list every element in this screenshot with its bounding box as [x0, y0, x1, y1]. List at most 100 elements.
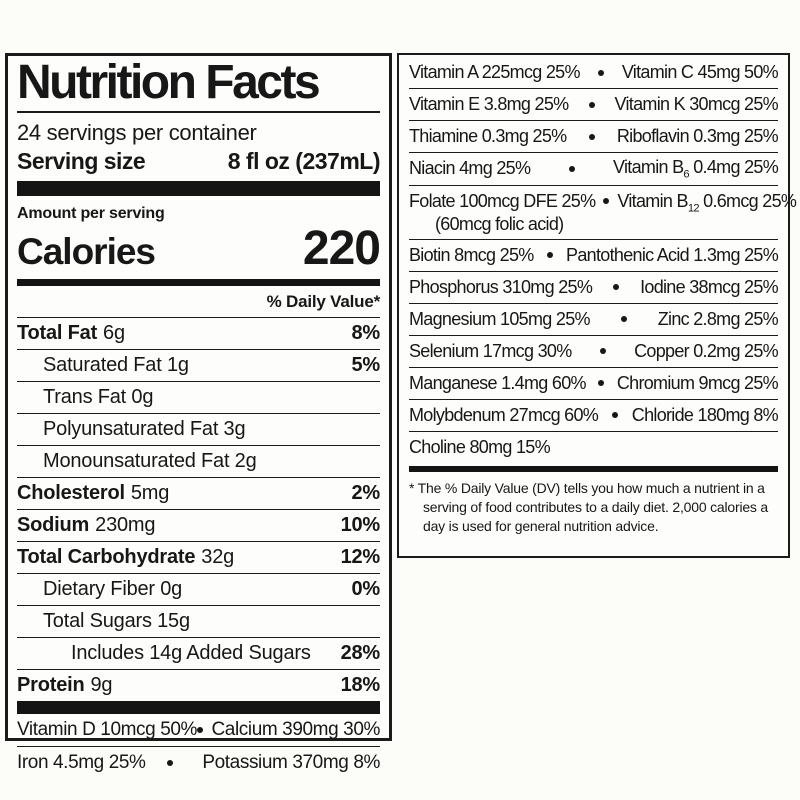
left-panel: Nutrition Facts 24 servings per containe…	[5, 53, 392, 773]
vitamin-right: Vitamin C 45mg 50%	[621, 62, 779, 82]
vitamin-row-choline: Choline 80mg 15%	[409, 432, 778, 464]
vitamin-row-selenium-copper: Selenium 17mcg 30% Copper 0.2mg 25%	[409, 336, 779, 368]
servings-per-container: 24 servings per container	[17, 119, 257, 145]
bullet-icon	[568, 165, 575, 172]
hairline-divider	[17, 745, 380, 747]
nutrient-amount: 9g	[90, 673, 113, 696]
bullet-icon	[599, 348, 606, 355]
thick-divider	[409, 465, 778, 472]
calories-label: Calories	[17, 230, 156, 272]
vitamin-row-biotin-pantothenic: Biotin 8mcg 25% Pantothenic Acid 1.3mg 2…	[409, 240, 779, 272]
vitamin-row-molybdenum-chloride: Molybdenum 27mcg 60% Chloride 180mg 8%	[409, 400, 779, 432]
vitamin-left: Magnesium 105mg 25%	[409, 308, 591, 329]
nutrition-facts-title: Nutrition Facts	[17, 56, 321, 109]
bullet-icon	[546, 252, 553, 259]
bullet-icon	[598, 380, 605, 387]
nutrient-name: Trans Fat 0g	[43, 385, 154, 408]
bullet-icon	[603, 197, 610, 204]
nutrient-dv: 2%	[351, 481, 380, 504]
vitamin-right: Iodine 38mcg 25%	[640, 276, 779, 297]
micro-right: Potassium 370mg 8%	[202, 751, 380, 773]
nutrient-row-total-sugars: Total Sugars 15g	[17, 604, 380, 637]
micro-left: Vitamin D 10mcg 50%	[17, 718, 198, 740]
folate-note: (60mcg folic acid)	[435, 213, 564, 234]
nutrient-dv: 18%	[340, 673, 381, 696]
nutrient-amount: 5mg	[130, 481, 170, 504]
nutrient-row-polyunsaturated-fat: Polyunsaturated Fat 3g	[17, 412, 380, 445]
nutrient-row-added-sugars: Includes 14g Added Sugars 28%	[17, 636, 381, 669]
daily-value-header: % Daily Value*	[266, 291, 381, 311]
vitamin-row-a-c: Vitamin A 225mcg 25% Vitamin C 45mg 50%	[409, 57, 779, 89]
vitamin-right: Vitamin B12 0.6mcg 25%	[617, 190, 797, 215]
vitamin-right: Riboflavin 0.3mg 25%	[616, 126, 779, 146]
nutrient-row-sodium: Sodium 230mg 10%	[17, 508, 381, 541]
right-panel: Vitamin A 225mcg 25% Vitamin C 45mg 50% …	[397, 53, 797, 558]
nutrient-amount: 6g	[103, 321, 125, 344]
thick-divider	[17, 700, 380, 714]
nutrient-row-total-carbohydrate: Total Carbohydrate 32g 12%	[17, 540, 381, 573]
nutrient-name: Sodium	[17, 513, 90, 536]
vitamin-right: Chloride 180mg 8%	[631, 404, 779, 425]
bullet-icon	[588, 101, 595, 108]
title-divider	[17, 110, 380, 113]
nutrient-dv: 10%	[340, 513, 381, 536]
vitamin-left: Selenium 17mcg 30%	[409, 340, 572, 361]
nutrient-dv: 5%	[351, 353, 380, 376]
vitamin-row-phosphorus-iodine: Phosphorus 310mg 25% Iodine 38mcg 25%	[409, 272, 779, 304]
serving-size-value: 8 fl oz (237mL)	[227, 147, 381, 174]
nutrient-name: Saturated Fat 1g	[43, 353, 189, 376]
vitamin-left: Manganese 1.4mg 60%	[409, 372, 587, 393]
vitamin-left: Choline 80mg 15%	[409, 437, 551, 458]
vitamin-left: Vitamin E 3.8mg 25%	[409, 94, 569, 114]
thick-divider	[17, 180, 380, 196]
nutrient-name: Includes 14g Added Sugars	[71, 641, 311, 664]
nutrient-name: Protein	[17, 673, 85, 696]
bullet-icon	[620, 316, 627, 323]
vitamin-row-folate-b12: Folate 100mcg DFE 25% (60mcg folic acid)…	[409, 186, 797, 240]
vitamin-left: Molybdenum 27mcg 60%	[409, 404, 599, 425]
nutrient-dv: 28%	[340, 641, 381, 664]
nutrient-name: Total Fat	[17, 321, 98, 344]
vitamin-row-niacin-b6: Niacin 4mg 25% Vitamin B6 0.4mg 25%	[409, 153, 779, 186]
vitamin-right: Vitamin B6 0.4mg 25%	[613, 157, 779, 181]
calories-value: 220	[302, 221, 381, 275]
amount-per-serving-label: Amount per serving	[17, 204, 165, 222]
nutrient-amount: 230mg	[95, 513, 156, 536]
nutrient-name: Total Carbohydrate	[17, 545, 196, 568]
daily-value-footnote: * The % Daily Value (DV) tells you how m…	[409, 479, 769, 534]
bullet-icon	[597, 69, 604, 76]
vitamin-left: Vitamin A 225mcg 25%	[409, 62, 580, 82]
nutrient-name: Total Sugars 15g	[43, 609, 190, 632]
bullet-icon	[166, 759, 173, 766]
micro-row-iron-potassium: Iron 4.5mg 25% Potassium 370mg 8%	[17, 747, 380, 779]
vitamin-row-e-k: Vitamin E 3.8mg 25% Vitamin K 30mcg 25%	[409, 89, 779, 121]
nutrient-amount: 32g	[201, 545, 235, 568]
nutrient-name: Cholesterol	[17, 481, 125, 504]
nutrient-row-saturated-fat: Saturated Fat 1g 5%	[17, 348, 380, 381]
micro-row-vitamin-d-calcium: Vitamin D 10mcg 50% Calcium 390mg 30%	[17, 714, 380, 746]
nutrient-row-cholesterol: Cholesterol 5mg 2%	[17, 476, 380, 509]
calories-row: Calories 220	[17, 221, 381, 276]
nutrient-name: Dietary Fiber 0g	[43, 577, 183, 600]
vitamin-left: Folate 100mcg DFE 25% (60mcg folic acid)	[409, 190, 596, 234]
vitamin-left: Niacin 4mg 25%	[409, 158, 531, 179]
vitamin-left: Thiamine 0.3mg 25%	[409, 126, 567, 146]
bullet-icon	[613, 284, 620, 291]
nutrient-row-total-fat: Total Fat 6g 8%	[17, 316, 380, 349]
vitamin-row-magnesium-zinc: Magnesium 105mg 25% Zinc 2.8mg 25%	[409, 304, 779, 336]
nutrient-dv: 12%	[340, 545, 381, 568]
nutrient-row-dietary-fiber: Dietary Fiber 0g 0%	[17, 572, 380, 605]
vitamin-left: Biotin 8mcg 25%	[409, 244, 534, 265]
medium-divider	[17, 278, 380, 286]
serving-size-row: Serving size 8 fl oz (237mL)	[17, 147, 381, 175]
bullet-icon	[588, 133, 595, 140]
bullet-icon	[611, 412, 618, 419]
vitamin-left: Phosphorus 310mg 25%	[409, 276, 593, 297]
serving-size-label: Serving size	[17, 147, 146, 174]
vitamin-right: Chromium 9mcg 25%	[616, 372, 779, 393]
vitamin-right: Zinc 2.8mg 25%	[657, 308, 779, 329]
nutrient-name: Monounsaturated Fat 2g	[43, 449, 257, 472]
nutrient-dv: 0%	[351, 577, 380, 600]
bullet-icon	[197, 726, 204, 733]
